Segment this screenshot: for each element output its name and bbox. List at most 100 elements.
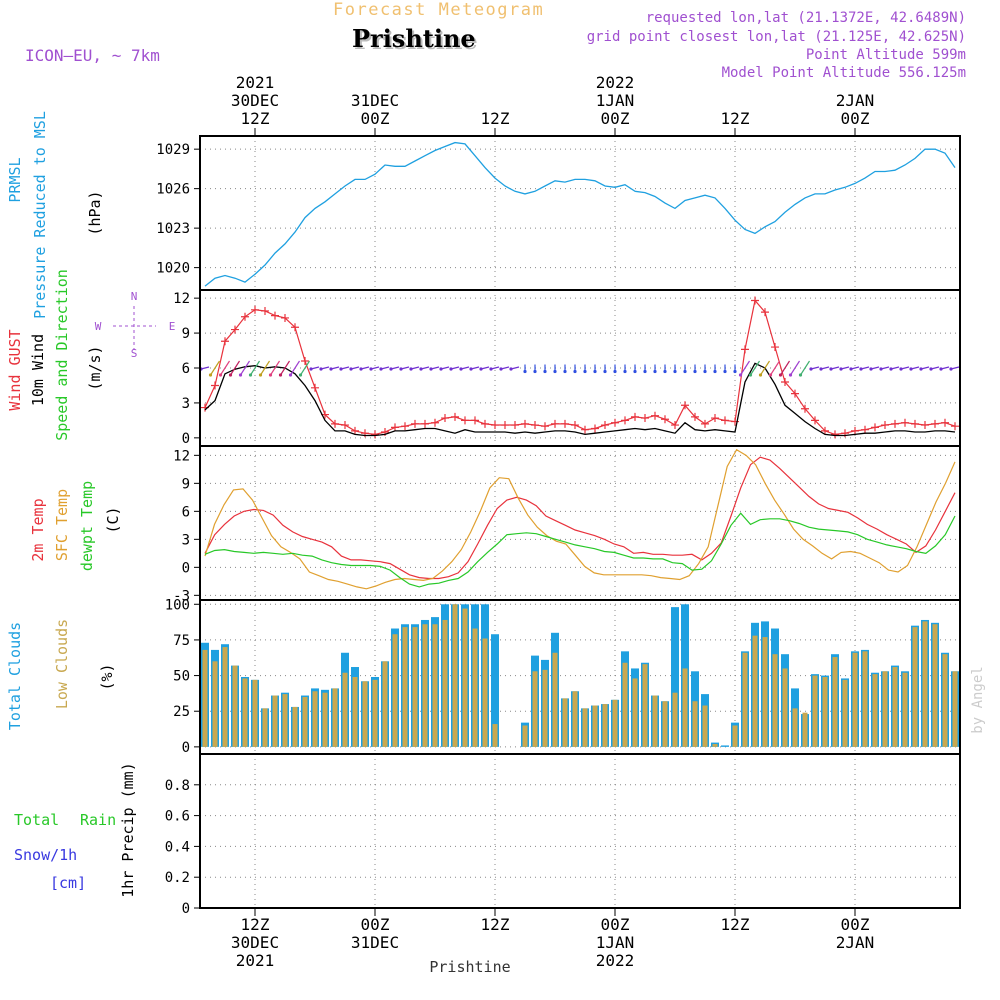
bottom-time-label: 00Z [841,915,870,934]
gust-marker [871,423,879,432]
gust-marker [481,419,489,428]
gust-marker [231,325,239,334]
wind-direction-arrow [219,360,231,376]
arrow-head [339,367,343,371]
location-title: Prishtine [352,24,476,53]
arrow-head [693,369,697,374]
arrow-head [208,373,213,377]
low-cloud-bar [682,668,688,747]
gust-marker [701,419,709,428]
gust-marker [831,430,839,439]
gust-marker [521,419,529,428]
gust-marker [511,421,519,430]
arrow-head [359,367,363,371]
gust-marker [491,421,499,430]
low-cloud-bar [342,672,348,747]
gust-marker [251,305,259,314]
gust-marker [641,414,649,423]
arrow-head [533,369,537,374]
low-cloud-bar [372,679,378,747]
arrow-head [479,367,483,371]
top-time-label: 30DEC [231,91,279,110]
y-tick-label: 12 [173,291,190,307]
model-altitude: Model Point Altitude 556.125m [721,65,966,81]
gust-marker [951,422,959,431]
bottom-time-label: 12Z [241,915,270,934]
low-cloud-bar [572,691,578,747]
gust-marker [671,421,679,430]
bottom-time-label: 2022 [596,951,635,970]
low-cloud-bar [302,696,308,747]
low-cloud-bar [332,688,338,747]
low-cloud-bar [432,624,438,747]
label-cm: [cm] [50,874,86,892]
arrow-head [798,373,803,377]
gust-marker [431,418,439,427]
top-time-label: 31DEC [351,91,399,110]
arrow-head [809,367,813,371]
arrow-head [768,373,773,377]
model-label: ICON–EU, ~ 7km [25,46,160,65]
low-cloud-bar [242,678,248,747]
bottom-time-label: 30DEC [231,933,279,952]
bottom-time-label: 31DEC [351,933,399,952]
arrow-head [919,367,923,371]
label-dewpt-temp: dewpt Temp [78,481,96,571]
y-tick-label: 3 [182,396,190,412]
arrow-head [929,367,933,371]
wind-direction-arrow [789,360,801,376]
arrow-head [723,369,727,374]
gust-marker [241,312,249,321]
arrow-head [278,373,283,377]
label-hpa: (hPa) [86,190,104,235]
low-cloud-bar [282,694,288,747]
temp-line-1 [204,448,956,590]
y-tick-label: 75 [173,633,190,649]
arrow-head [758,373,763,377]
y-tick-label: 1026 [156,182,190,198]
requested-coords: requested lon,lat (21.1372E, 42.6489N) [645,10,966,26]
compass-s: S [131,347,138,360]
gust-marker [501,421,509,430]
gust-marker [211,381,219,390]
top-time-label: 12Z [481,109,510,128]
gust-marker [931,419,939,428]
label-prmsl: PRMSL [6,157,24,202]
arrow-head [829,367,833,371]
gust-marker [851,426,859,435]
wind-direction-arrow [289,360,301,376]
low-cloud-bar [702,705,708,747]
low-cloud-bar [362,681,368,747]
y-tick-label: 0.4 [165,839,190,855]
arrow-head [819,367,823,371]
footer-location: Prishtine [429,958,510,976]
gust-marker [741,345,749,354]
gust-marker [941,418,949,427]
top-time-label: 2022 [596,73,635,92]
label-ms: (m/s) [86,345,104,390]
arrow-head [439,367,443,371]
gust-marker [891,419,899,428]
low-cloud-bar [542,669,548,747]
low-cloud-bar [252,679,258,747]
wind-direction-arrow [269,360,281,376]
gust-marker [531,421,539,430]
arrow-head [949,367,953,371]
low-cloud-bar [742,652,748,747]
arrow-head [248,373,253,377]
gust-marker [721,416,729,425]
arrow-head [738,373,743,377]
y-tick-label: 3 [182,532,190,548]
low-cloud-bar [892,667,898,747]
arrow-head [399,367,403,371]
arrow-head [583,369,587,374]
gust-marker [461,416,469,425]
arrow-head [879,367,883,371]
low-cloud-bar [872,674,878,747]
wind-direction-arrow [279,360,291,376]
gust-marker [291,323,299,332]
top-time-label: 12Z [721,109,750,128]
low-cloud-bar [532,671,538,747]
bottom-time-label: 2JAN [836,933,875,952]
arrow-head [563,369,567,374]
